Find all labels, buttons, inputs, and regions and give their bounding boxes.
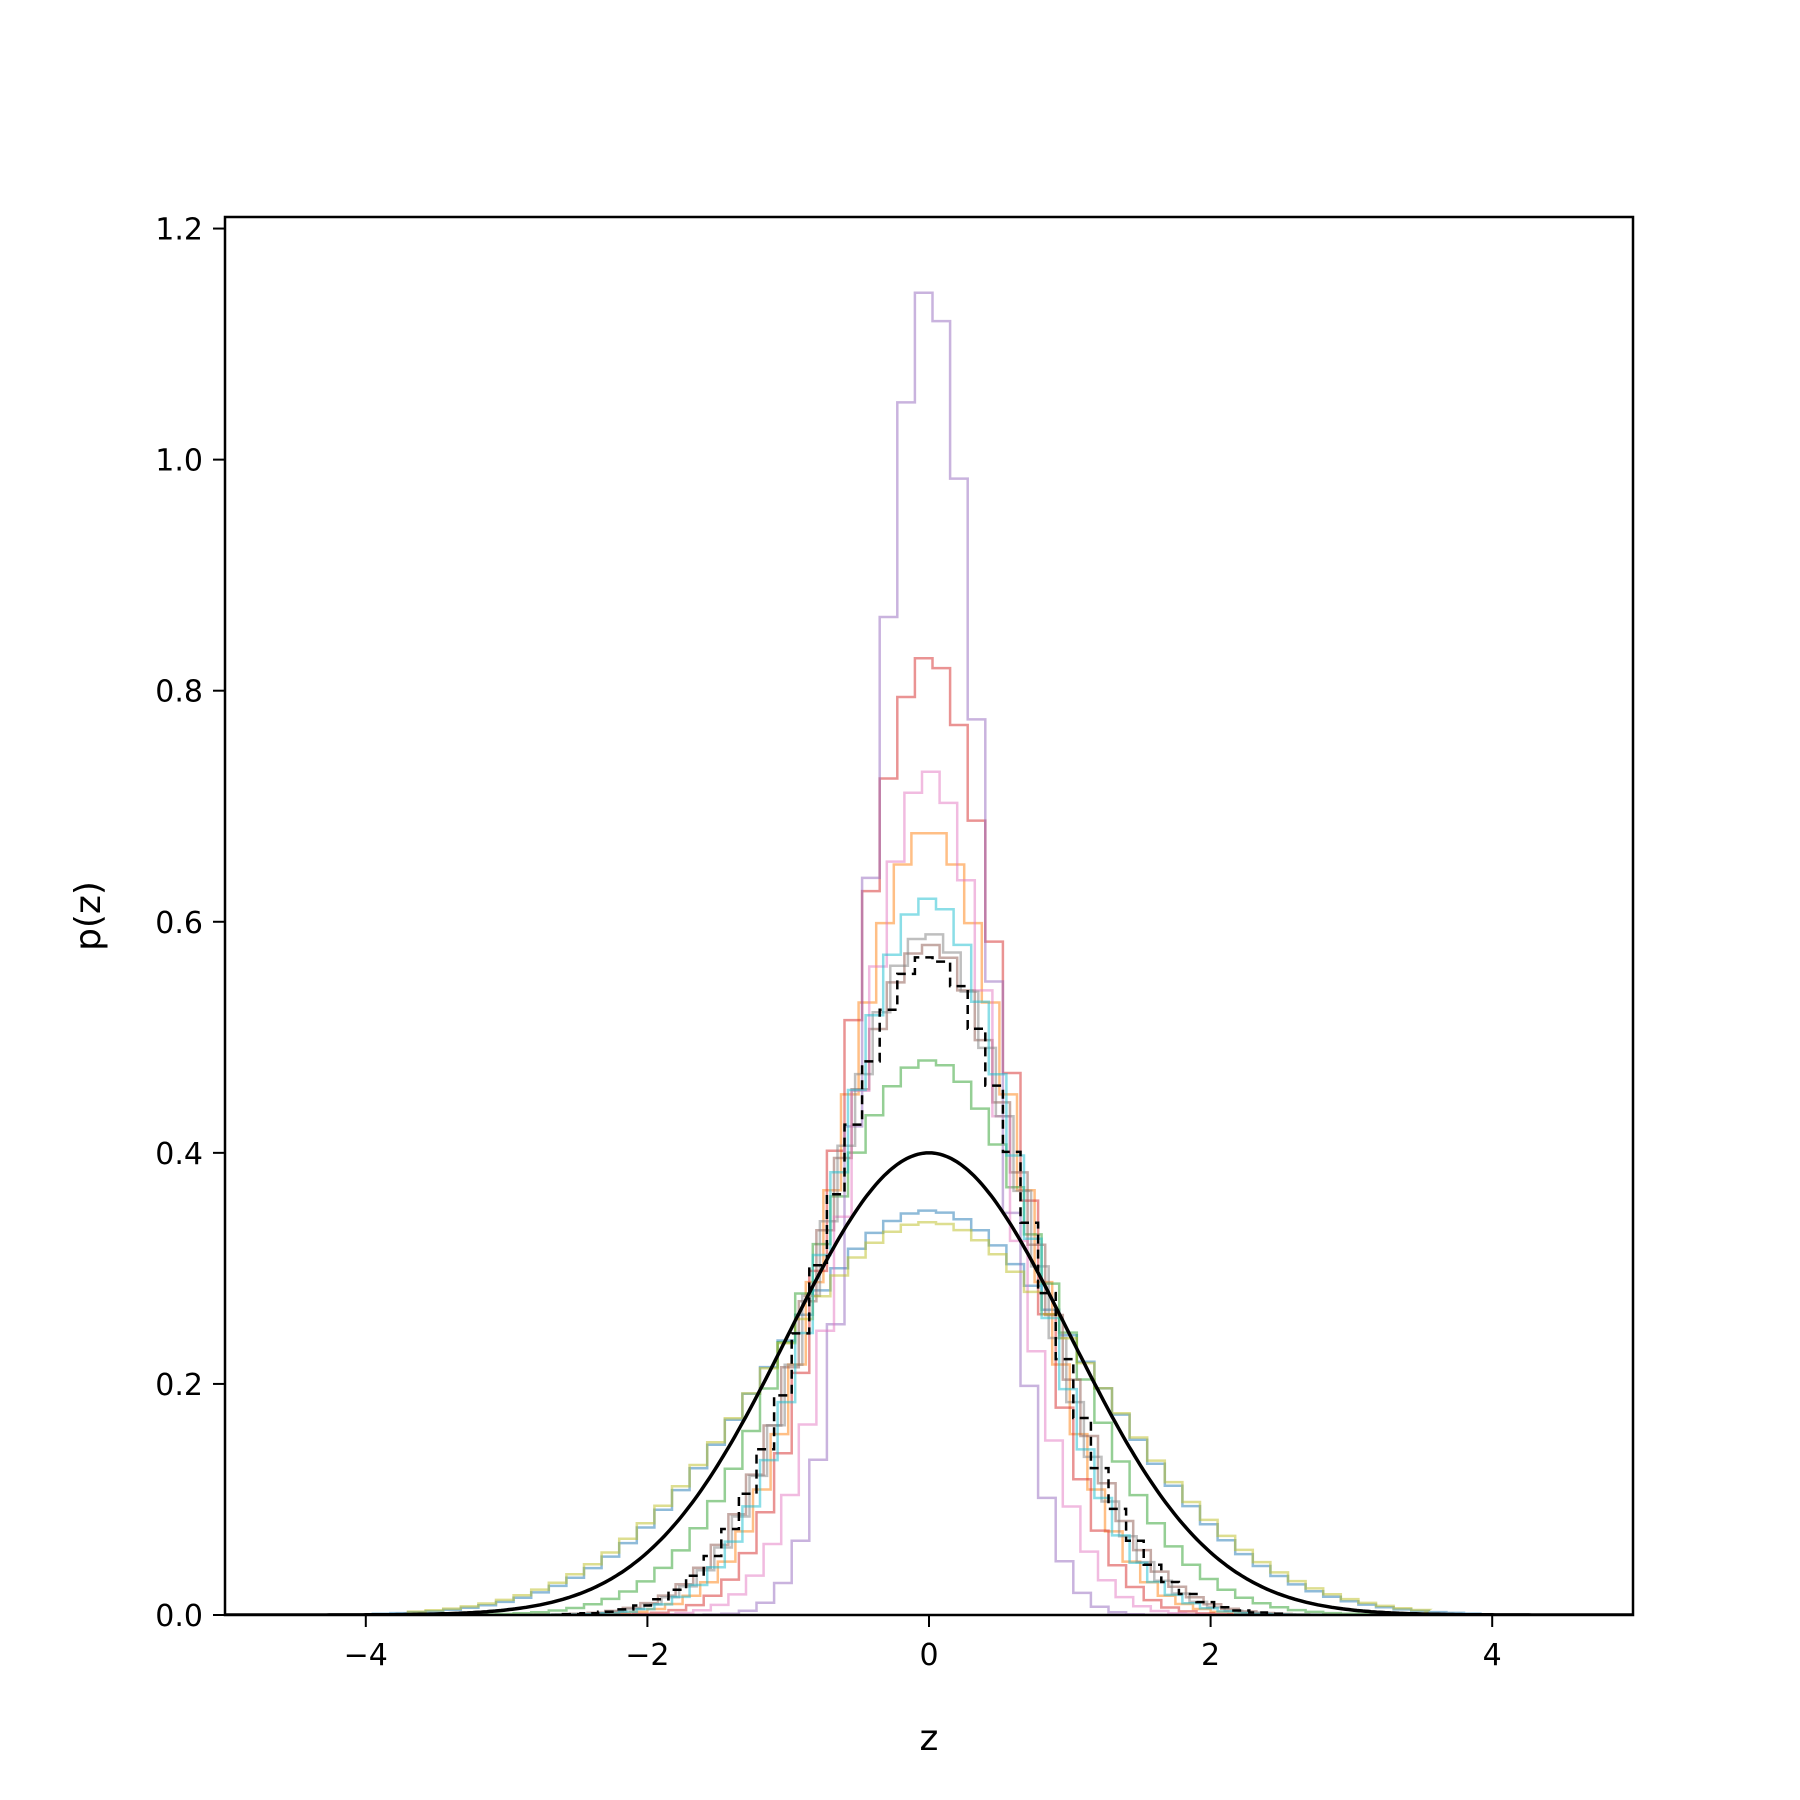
y-tick-label: 0.2 <box>155 1368 203 1403</box>
x-tick-label: 0 <box>919 1638 938 1673</box>
histogram-step-7 <box>605 770 1274 1615</box>
histogram-step-5 <box>702 291 1179 1615</box>
histogram-step-9 <box>406 1220 1433 1615</box>
y-tick-label: 0.6 <box>155 906 203 941</box>
x-axis-label: z <box>920 1718 939 1759</box>
y-tick-label: 1.2 <box>155 213 203 248</box>
histogram-step-3 <box>477 1059 1394 1615</box>
histogram-step-6 <box>533 943 1327 1615</box>
plot-area <box>225 291 1633 1615</box>
histogram-step-2 <box>506 832 1352 1615</box>
histogram-dashed-step <box>561 956 1285 1615</box>
x-axis: −4 −2 0 2 4 <box>344 1615 1502 1673</box>
axes-frame <box>223 215 1635 1617</box>
x-tick-label: 4 <box>1483 1638 1502 1673</box>
histogram-step-1 <box>371 1209 1483 1615</box>
histogram-step-10 <box>547 897 1324 1615</box>
y-axis-label: p(z) <box>68 881 109 951</box>
reference-normal-curve <box>225 1151 1633 1615</box>
x-tick-label: −2 <box>625 1638 669 1673</box>
x-tick-label: −4 <box>344 1638 388 1673</box>
y-tick-label: 0.4 <box>155 1137 203 1172</box>
x-tick-label: 2 <box>1201 1638 1220 1673</box>
y-tick-label: 1.0 <box>155 444 203 479</box>
histogram-step-4 <box>562 657 1303 1615</box>
y-tick-label: 0.8 <box>155 675 203 710</box>
y-axis: 0.0 0.2 0.4 0.6 0.8 1.0 1.2 <box>155 213 225 1634</box>
y-tick-label: 0.0 <box>155 1599 203 1634</box>
histogram-step-8 <box>519 933 1348 1615</box>
